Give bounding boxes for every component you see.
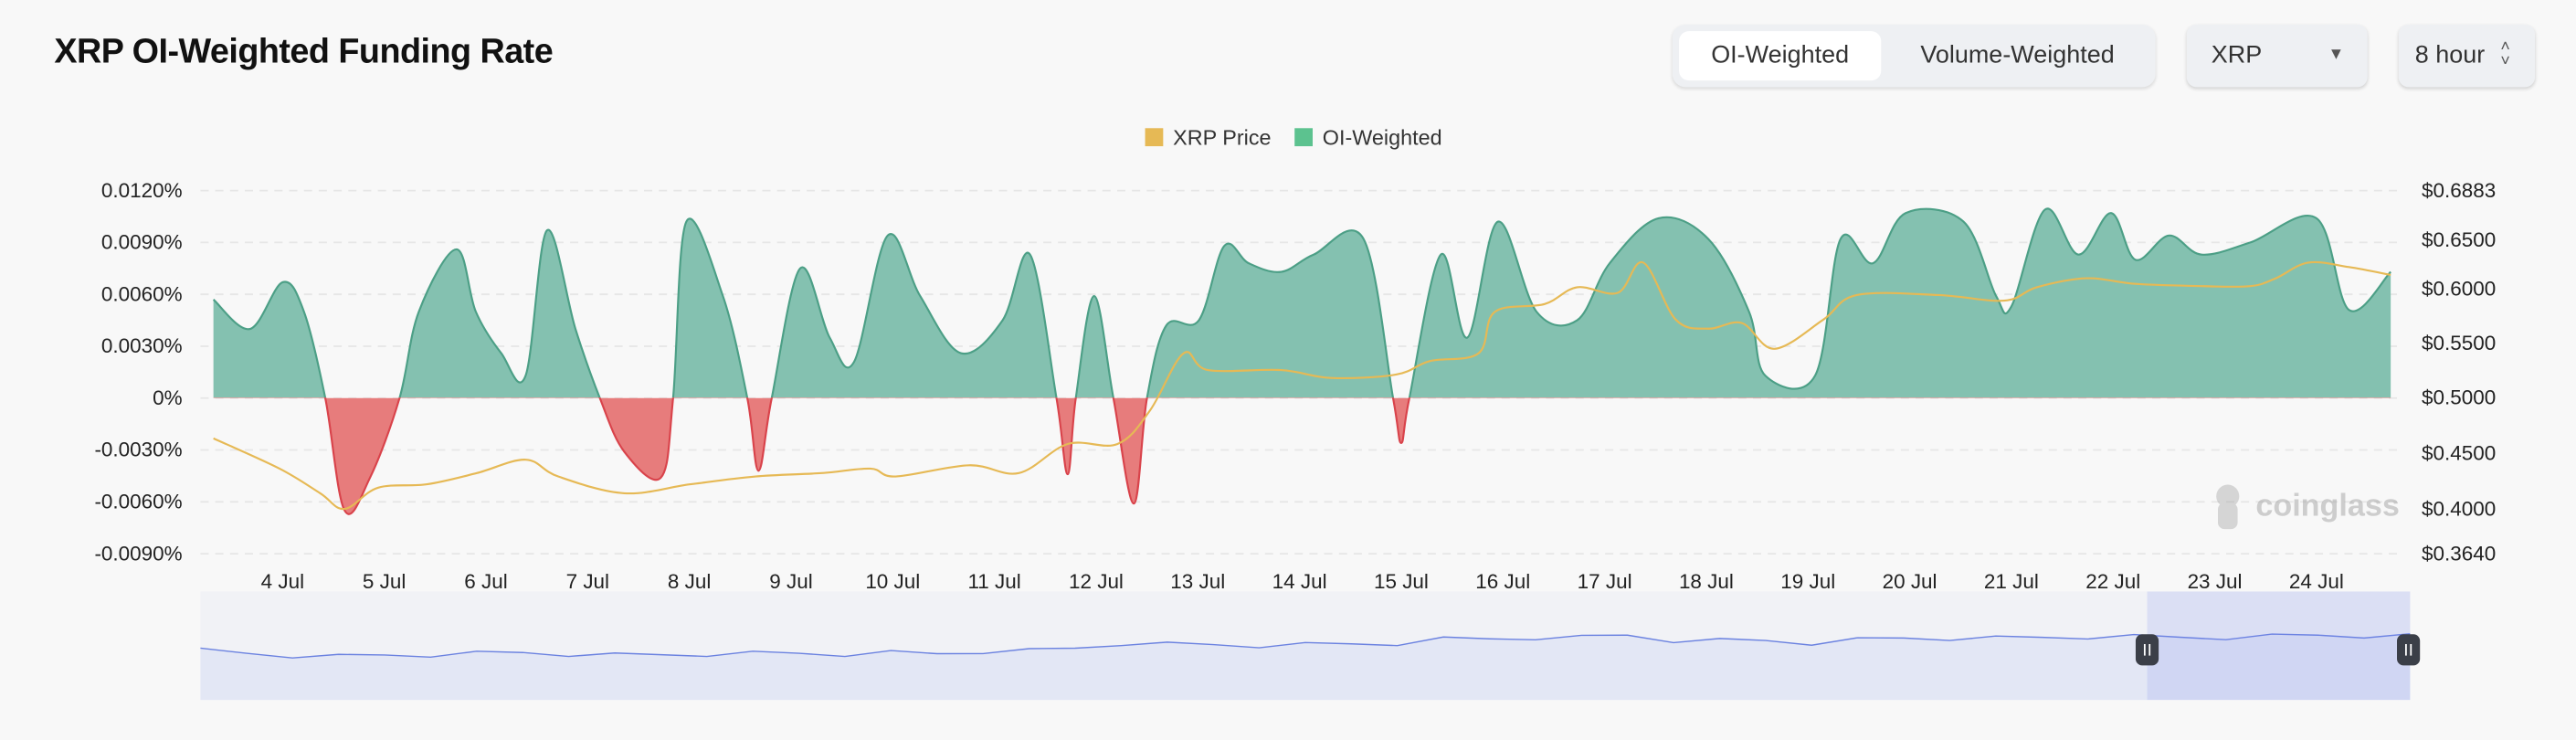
navigator-selection[interactable] xyxy=(2147,591,2411,701)
x-tick-label: 9 Jul xyxy=(769,570,812,593)
x-tick-label: 24 Jul xyxy=(2289,570,2344,593)
x-tick-label: 13 Jul xyxy=(1170,570,1225,593)
x-tick-label: 23 Jul xyxy=(2188,570,2243,593)
handle-grip-icon xyxy=(2397,634,2421,666)
coinglass-watermark: coinglass xyxy=(2216,484,2400,530)
interval-select-value: 8 hour xyxy=(2414,40,2486,69)
price-swatch xyxy=(1145,128,1164,147)
interval-select[interactable]: 8 hour ˄ ˅ xyxy=(2398,24,2536,88)
y-left-tick-label: -0.0060% xyxy=(94,491,182,513)
x-tick-label: 19 Jul xyxy=(1780,570,1835,593)
page-title: XRP OI-Weighted Funding Rate xyxy=(54,32,554,71)
y-left-tick-label: 0.0060% xyxy=(101,282,183,305)
y-left-tick-label: -0.0090% xyxy=(94,542,182,565)
x-tick-label: 14 Jul xyxy=(1272,570,1327,593)
y-left-tick-label: -0.0030% xyxy=(94,439,182,461)
chevron-down-icon: ▼ xyxy=(2328,46,2345,65)
navigator[interactable] xyxy=(200,591,2421,701)
tab-volume-weighted[interactable]: Volume-Weighted xyxy=(1920,40,2115,69)
y-left-tick-label: 0.0030% xyxy=(101,334,183,357)
handle-grip-icon xyxy=(2135,634,2159,666)
y-right-tick-label: $0.5000 xyxy=(2422,386,2496,408)
y-left-tick-label: 0.0120% xyxy=(101,179,183,202)
x-tick-label: 8 Jul xyxy=(668,570,711,593)
navigator-handle-left[interactable] xyxy=(2135,634,2159,666)
x-tick-label: 17 Jul xyxy=(1578,570,1632,593)
negative-funding-area xyxy=(213,397,2391,514)
x-tick-label: 18 Jul xyxy=(1679,570,1734,593)
navigator-line xyxy=(200,633,2411,659)
tab-oi-weighted[interactable]: OI-Weighted xyxy=(1679,31,1882,81)
symbol-select-value: XRP xyxy=(2211,40,2263,69)
y-right-tick-label: $0.6883 xyxy=(2422,179,2496,202)
oi-swatch xyxy=(1294,128,1314,147)
y-right-tick-label: $0.4000 xyxy=(2422,498,2496,521)
navigator-handle-right[interactable] xyxy=(2397,634,2421,666)
legend-item-price[interactable]: XRP Price xyxy=(1145,125,1272,150)
updown-chevron-icon: ˄ ˅ xyxy=(2500,37,2510,71)
y-right-tick-label: $0.6500 xyxy=(2422,228,2496,251)
negative-funding-line xyxy=(323,397,1411,515)
weighting-toggle: OI-Weighted Volume-Weighted xyxy=(1672,24,2156,88)
y-right-tick-label: $0.6000 xyxy=(2422,278,2496,301)
x-tick-label: 22 Jul xyxy=(2085,570,2140,593)
x-tick-label: 21 Jul xyxy=(1984,570,2039,593)
legend-label: XRP Price xyxy=(1173,124,1272,150)
x-tick-label: 15 Jul xyxy=(1374,570,1429,593)
positive-funding-area xyxy=(213,208,2391,398)
y-right-tick-label: $0.4500 xyxy=(2422,442,2496,465)
legend-item-oi[interactable]: OI-Weighted xyxy=(1294,124,1442,150)
legend-label: OI-Weighted xyxy=(1322,124,1442,150)
x-tick-label: 4 Jul xyxy=(261,570,304,593)
x-tick-label: 6 Jul xyxy=(464,570,507,593)
y-right-tick-label: $0.3640 xyxy=(2422,542,2496,565)
y-left-tick-label: 0% xyxy=(153,386,182,409)
x-tick-label: 16 Jul xyxy=(1475,570,1530,593)
positive-funding-line xyxy=(212,207,2391,398)
y-right-tick-label: $0.5500 xyxy=(2422,332,2496,354)
symbol-select[interactable]: XRP ▼ xyxy=(2186,24,2368,88)
watermark-text: coinglass xyxy=(2255,489,2400,523)
x-tick-label: 12 Jul xyxy=(1069,570,1124,593)
x-tick-label: 5 Jul xyxy=(363,570,406,593)
navigator-area xyxy=(200,633,2411,701)
x-tick-label: 7 Jul xyxy=(566,570,609,593)
y-left-tick-label: 0.0090% xyxy=(101,231,183,254)
x-tick-label: 20 Jul xyxy=(1883,570,1937,593)
x-tick-label: 11 Jul xyxy=(967,570,1020,593)
price-line xyxy=(213,260,2391,511)
x-tick-label: 10 Jul xyxy=(865,570,920,593)
